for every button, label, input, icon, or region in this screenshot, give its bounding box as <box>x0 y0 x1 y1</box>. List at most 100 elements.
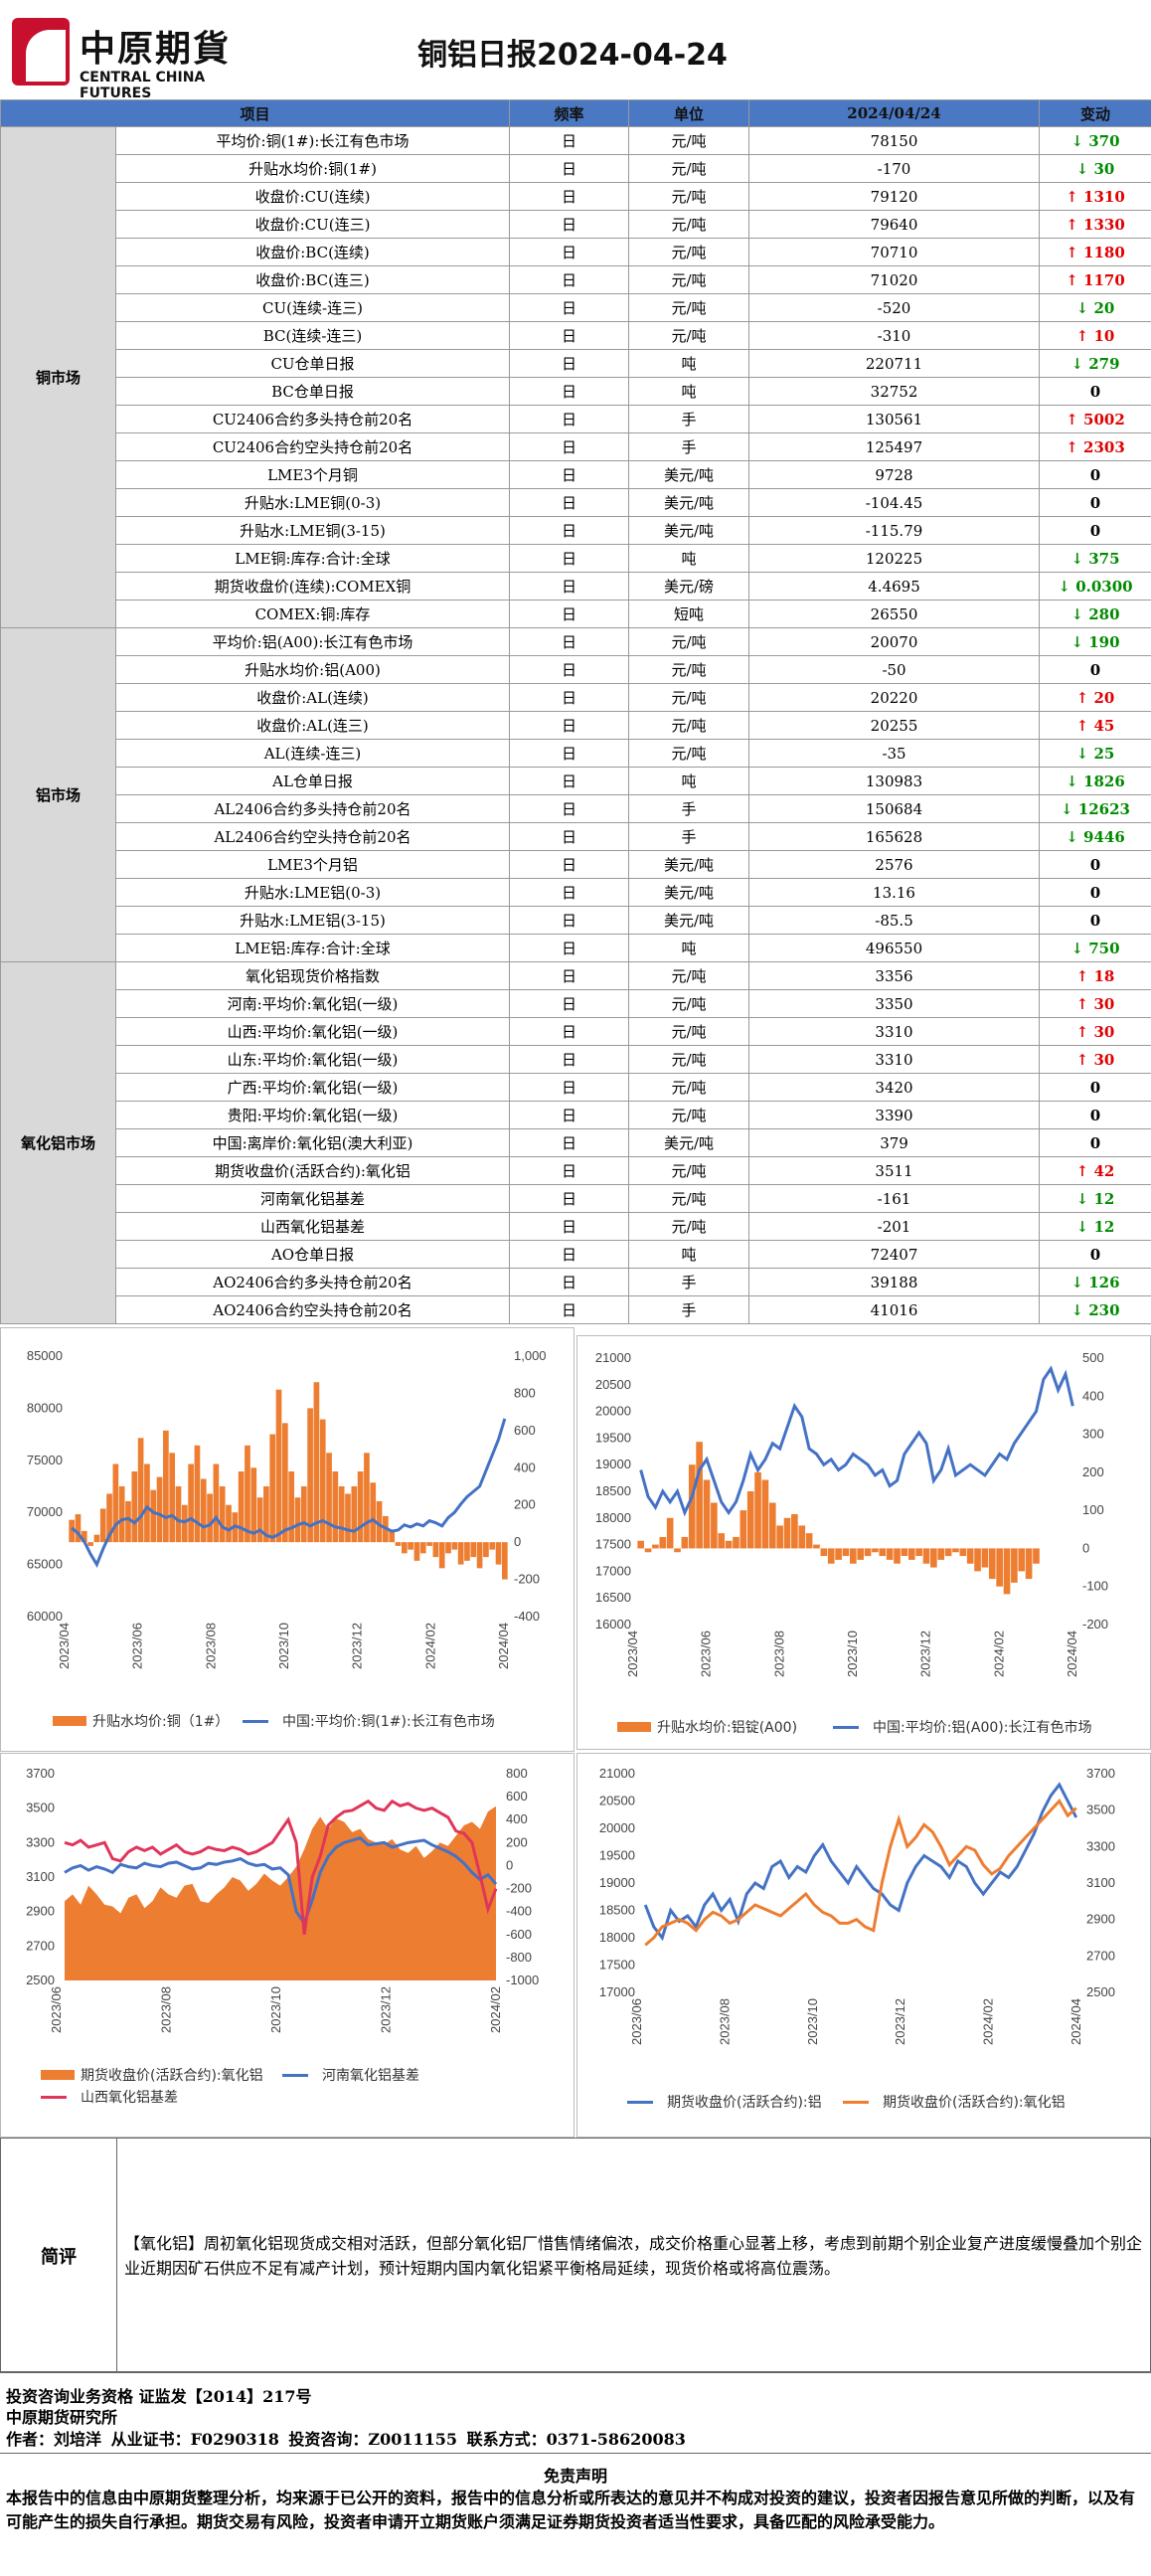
unit-cell: 元/吨 <box>629 628 749 656</box>
frequency-cell: 日 <box>510 879 629 907</box>
chart-bar <box>94 1535 100 1542</box>
chart-bar <box>696 1442 703 1548</box>
value-cell: 20255 <box>749 712 1040 740</box>
value-cell: -50 <box>749 656 1040 684</box>
chart-bar <box>414 1542 420 1561</box>
x-tick: 2023/12 <box>350 1623 365 1669</box>
value-cell: 3511 <box>749 1157 1040 1185</box>
chart-bar <box>176 1486 182 1542</box>
commentary-label: 简评 <box>1 2139 117 2372</box>
frequency-cell: 日 <box>510 768 629 795</box>
frequency-cell: 日 <box>510 656 629 684</box>
chart-bar <box>930 1548 937 1567</box>
change-cell: ↓ 126 <box>1040 1269 1151 1296</box>
frequency-cell: 日 <box>510 239 629 266</box>
item-name: 收盘价:AL(连三) <box>116 712 510 740</box>
y-right-tick: 0 <box>514 1534 521 1549</box>
commentary-section: 简评 【氧化铝】周初氧化铝现货成交相对活跃，但部分氧化铝厂惜售情绪偏浓，成交价格… <box>0 2138 1151 2373</box>
y-left-tick: 3100 <box>26 1869 55 1884</box>
chart-bar <box>791 1514 798 1548</box>
x-tick: 2023/04 <box>625 1631 640 1677</box>
y-left-tick: 17000 <box>595 1563 631 1578</box>
item-name: LME3个月铝 <box>116 851 510 879</box>
frequency-cell: 日 <box>510 294 629 322</box>
frequency-cell: 日 <box>510 628 629 656</box>
x-tick: 2023/08 <box>203 1623 218 1669</box>
x-tick: 2024/04 <box>496 1623 511 1669</box>
y-left-tick: 21000 <box>599 1766 635 1781</box>
legend-label: 山西氧化铝基差 <box>81 2089 178 2106</box>
y-right-tick: 200 <box>514 1497 536 1512</box>
legend-label: 期货收盘价(活跃合约):铝 <box>667 2094 822 2111</box>
x-tick: 2023/12 <box>918 1631 933 1677</box>
change-cell: ↓ 1826 <box>1040 768 1151 795</box>
y-right-tick: 400 <box>1082 1388 1104 1403</box>
y-left-tick: 19500 <box>595 1430 631 1445</box>
chart-bar <box>276 1390 282 1542</box>
chart-bar <box>872 1548 879 1552</box>
chart-bar <box>451 1542 457 1549</box>
value-cell: 120225 <box>749 545 1040 573</box>
y-left-tick: 60000 <box>27 1609 63 1624</box>
frequency-cell: 日 <box>510 740 629 768</box>
item-name: AL(连续-连三) <box>116 740 510 768</box>
chart-bar <box>813 1545 820 1549</box>
chart-bar <box>652 1545 659 1549</box>
col-header-unit: 单位 <box>629 100 749 127</box>
chart-bar <box>345 1493 351 1542</box>
y-right-tick: 3300 <box>1086 1838 1115 1853</box>
unit-cell: 手 <box>629 406 749 433</box>
y-right-tick: -600 <box>506 1927 532 1942</box>
change-cell: ↑ 45 <box>1040 712 1151 740</box>
value-cell: 79120 <box>749 183 1040 211</box>
unit-cell: 元/吨 <box>629 740 749 768</box>
chart-bar <box>201 1479 207 1543</box>
frequency-cell: 日 <box>510 1213 629 1241</box>
legend-swatch <box>53 1716 86 1726</box>
change-cell: ↑ 10 <box>1040 322 1151 350</box>
unit-cell: 元/吨 <box>629 684 749 712</box>
item-name: 贵阳:平均价:氧化铝(一级) <box>116 1102 510 1129</box>
chart-bar <box>426 1542 432 1546</box>
chart-bar <box>464 1542 470 1561</box>
item-name: 收盘价:AL(连续) <box>116 684 510 712</box>
value-cell: 13.16 <box>749 879 1040 907</box>
y-left-tick: 18500 <box>595 1483 631 1498</box>
item-name: 山东:平均价:氧化铝(一级) <box>116 1046 510 1074</box>
y-right-tick: 400 <box>514 1460 536 1474</box>
value-cell: -85.5 <box>749 907 1040 935</box>
unit-cell: 元/吨 <box>629 1046 749 1074</box>
col-header-item: 项目 <box>1 100 510 127</box>
chart-bar <box>711 1502 718 1548</box>
y-right-tick: -200 <box>1082 1617 1108 1631</box>
unit-cell: 吨 <box>629 350 749 378</box>
chart-bar <box>314 1382 320 1542</box>
chart-bar <box>667 1518 674 1549</box>
change-cell: ↑ 42 <box>1040 1157 1151 1185</box>
x-tick: 2023/08 <box>771 1631 786 1677</box>
y-left-tick: 20500 <box>599 1794 635 1808</box>
frequency-cell: 日 <box>510 1018 629 1046</box>
chart-bar <box>307 1408 313 1542</box>
frequency-cell: 日 <box>510 907 629 935</box>
chart-bar <box>433 1542 439 1557</box>
y-left-tick: 18000 <box>599 1930 635 1945</box>
y-right-tick: 500 <box>1082 1350 1104 1365</box>
change-cell: ↑ 1330 <box>1040 211 1151 239</box>
chart-bar <box>269 1435 275 1543</box>
value-cell: 20070 <box>749 628 1040 656</box>
frequency-cell: 日 <box>510 573 629 601</box>
change-cell: ↑ 30 <box>1040 1046 1151 1074</box>
chart-bar <box>1033 1548 1040 1563</box>
change-cell: ↑ 30 <box>1040 1018 1151 1046</box>
y-right-tick: 400 <box>506 1811 528 1826</box>
change-cell: ↑ 1310 <box>1040 183 1151 211</box>
